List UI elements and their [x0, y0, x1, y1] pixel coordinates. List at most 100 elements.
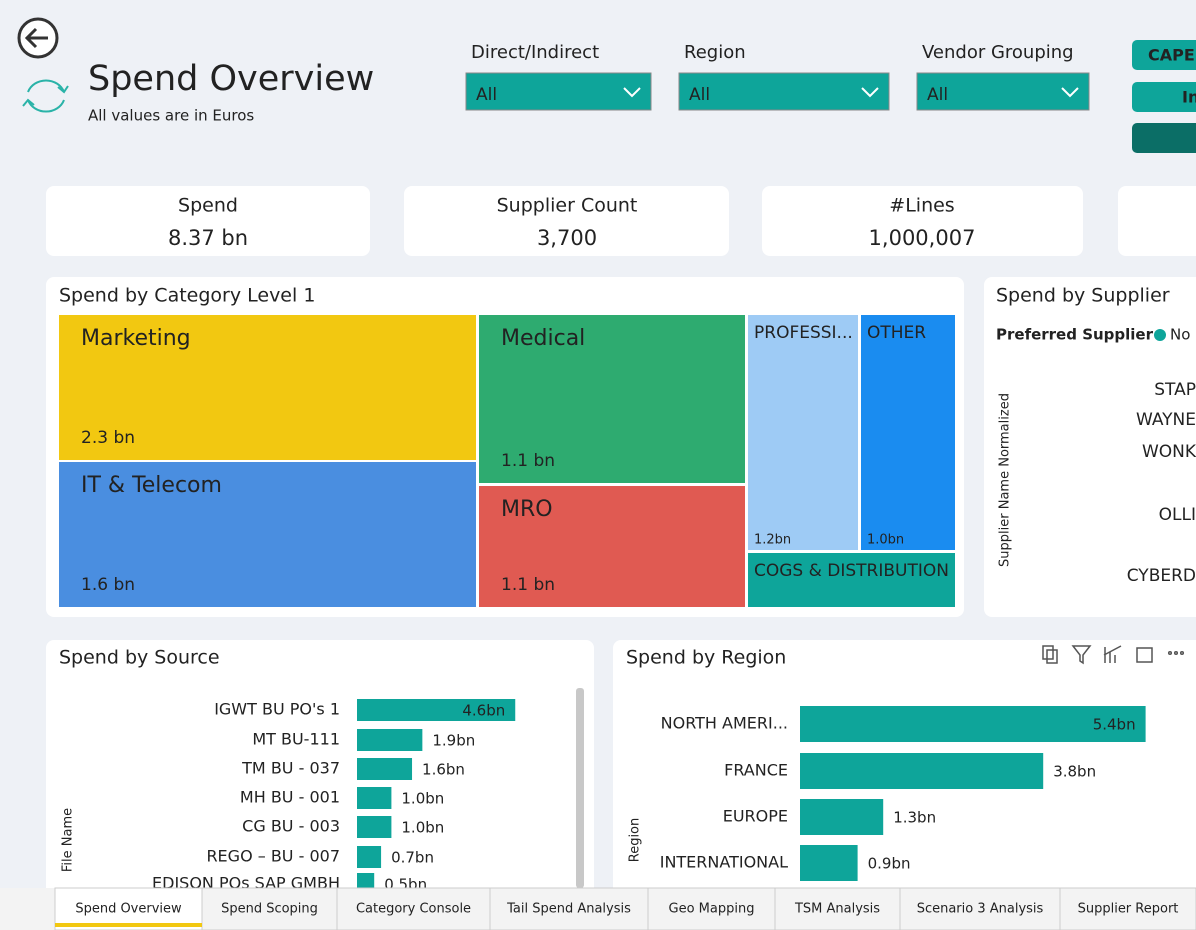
category-label: EUROPE [723, 807, 788, 826]
dropdown[interactable] [916, 72, 1090, 111]
button[interactable] [1132, 82, 1196, 112]
tab-label: TSM Analysis [794, 902, 880, 917]
tab[interactable] [1059, 887, 1196, 930]
data-label: 4.6bn [462, 702, 505, 720]
data-label: 0.9bn [868, 855, 911, 873]
treemap-tile [748, 315, 858, 550]
category-label: MH BU - 001 [240, 788, 340, 807]
bar [800, 845, 858, 881]
tile-value: 1.0bn [867, 533, 904, 548]
bar [357, 846, 382, 868]
axis-label: Region [628, 818, 643, 863]
data-label: 1.0bn [401, 790, 444, 808]
button[interactable] [1132, 40, 1196, 70]
tile-label: Medical [501, 326, 585, 351]
filter-label: Region [684, 42, 746, 63]
data-label: 1.9bn [432, 732, 475, 750]
category-label: MT BU-111 [252, 730, 340, 749]
refresh-icon [22, 79, 69, 113]
panel-title: Spend by Supplier [996, 285, 1170, 307]
filter-label: Direct/Indirect [471, 42, 599, 63]
data-label: 0.7bn [391, 849, 434, 867]
bar [357, 816, 392, 838]
chevron [861, 87, 879, 98]
kpi-card [762, 186, 1083, 256]
tile-label: MRO [501, 497, 553, 522]
data-label: 1.3bn [893, 809, 936, 827]
treemap-tile [479, 486, 745, 607]
button[interactable] [1132, 123, 1196, 153]
legend-dot [1154, 329, 1166, 341]
panel-title: Spend by Category Level 1 [59, 285, 315, 307]
chevron [1061, 87, 1079, 98]
category-label: INTERNATIONAL [660, 853, 788, 872]
bar [357, 758, 413, 780]
category-label: IGWT BU PO's 1 [214, 700, 340, 719]
category-label: FRANCE [724, 761, 788, 780]
treemap-tile [861, 315, 955, 550]
supplier-name: WONK [1142, 442, 1196, 462]
panel-title: Spend by Source [59, 647, 220, 669]
supplier-name: STAP [1154, 380, 1196, 400]
kpi-value: 3,700 [537, 226, 597, 250]
supplier-name: WAYNE [1136, 410, 1196, 430]
tile-value: 1.1 bn [501, 451, 555, 471]
data-label: 1.0bn [401, 819, 444, 837]
tab[interactable] [774, 887, 901, 930]
tab-label: Supplier Report [1078, 902, 1179, 917]
treemap-tile [59, 462, 476, 607]
kpi-card [46, 186, 370, 256]
tab-label: Geo Mapping [669, 902, 755, 917]
tab-label: Scenario 3 Analysis [917, 902, 1044, 917]
dropdown[interactable] [465, 72, 652, 111]
data-label: 3.8bn [1053, 763, 1096, 781]
scrollbar[interactable] [576, 688, 584, 888]
tab[interactable] [201, 887, 338, 930]
data-label: 1.6bn [422, 761, 465, 779]
treemap-tile [479, 315, 745, 483]
tile-label: PROFESSI... [754, 323, 853, 343]
visual-header-icons[interactable] [1042, 645, 1185, 665]
kpi-label: Spend [178, 195, 238, 217]
tile-label: COGS & DISTRIBUTION [754, 561, 949, 581]
tile-value: 1.2bn [754, 533, 791, 548]
panel-title: Spend by Region [626, 647, 786, 669]
data-label: 5.4bn [1093, 716, 1136, 734]
back-button[interactable] [17, 17, 59, 59]
dropdown-value: All [927, 85, 948, 105]
dropdown[interactable] [678, 72, 890, 111]
tab[interactable] [489, 887, 649, 930]
filter-label: Vendor Grouping [922, 42, 1074, 63]
button-label: CAPE [1148, 46, 1195, 65]
kpi-label: #Lines [889, 195, 954, 217]
kpi-value: 1,000,007 [869, 226, 976, 250]
supplier-name: OLLI [1159, 505, 1196, 525]
category-label: REGO – BU - 007 [206, 847, 340, 866]
tile-label: IT & Telecom [81, 473, 222, 498]
tab-label: Spend Scoping [221, 902, 318, 917]
kpi-card [1118, 186, 1196, 256]
axis-label: Supplier Name Normalized [998, 393, 1013, 567]
kpi-value: 8.37 bn [168, 226, 248, 250]
dropdown-value: All [476, 85, 497, 105]
tab-label: Spend Overview [75, 902, 182, 917]
legend-title: Preferred Supplier [996, 326, 1154, 344]
category-label: NORTH AMERI... [661, 714, 788, 733]
kpi-label: Supplier Count [497, 195, 638, 217]
active-tab-indicator [55, 923, 202, 927]
category-label: CG BU - 003 [242, 817, 340, 836]
page-subtitle: All values are in Euros [88, 107, 254, 125]
button-label: In [1182, 88, 1196, 107]
tab-label: Category Console [356, 902, 471, 917]
tab[interactable] [336, 887, 491, 930]
bar [800, 706, 1146, 742]
legend-item: No [1170, 326, 1190, 344]
tile-value: 2.3 bn [81, 428, 135, 448]
bar [357, 729, 423, 751]
tile-value: 1.1 bn [501, 575, 555, 595]
bar [357, 699, 516, 721]
bar [800, 799, 884, 835]
page-title: Spend Overview [88, 59, 374, 99]
